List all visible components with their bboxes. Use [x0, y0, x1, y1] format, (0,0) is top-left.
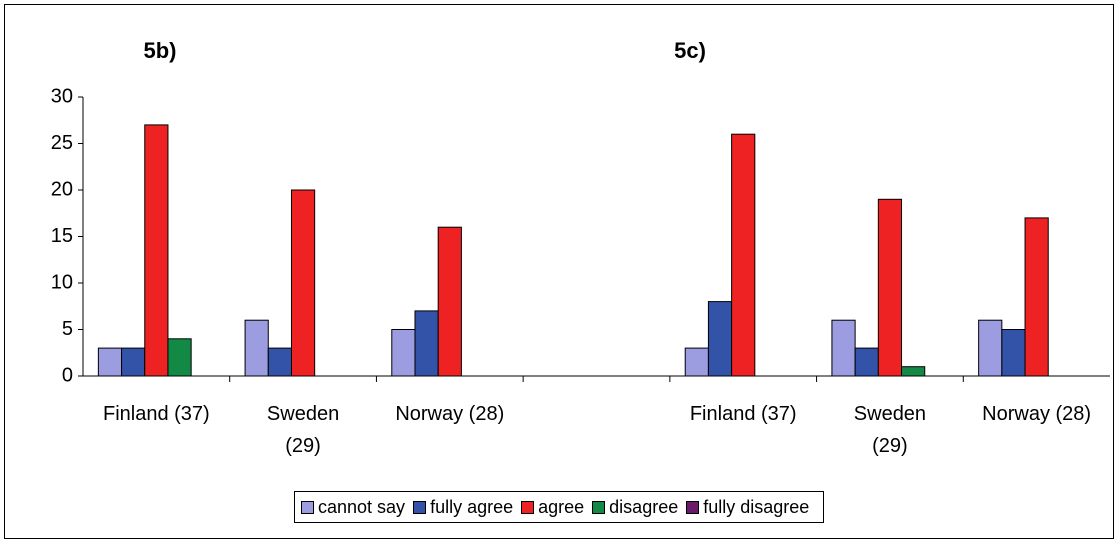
annotation: 5c) — [674, 38, 706, 63]
legend-swatch — [521, 500, 535, 514]
bar — [121, 347, 146, 377]
bar — [877, 198, 903, 377]
legend-item: fully disagree — [686, 497, 809, 518]
bar — [391, 329, 416, 377]
bar — [1001, 329, 1026, 377]
frame — [4, 4, 1114, 539]
bar — [437, 226, 462, 377]
legend-item: fully agree — [413, 497, 513, 518]
bar — [244, 319, 269, 377]
y-tick-label: 25 — [51, 132, 73, 154]
x-tick-label: Norway (28) — [395, 403, 505, 425]
x-tick-label: Finland (37) — [102, 403, 210, 425]
x-tick-label: Sweden (29) — [853, 403, 927, 457]
legend-label: cannot say — [318, 496, 406, 517]
bar — [267, 347, 292, 377]
bar — [854, 347, 879, 377]
legend-label: fully disagree — [703, 496, 810, 517]
y-tick-label: 0 — [62, 364, 73, 386]
legend-item: cannot say — [301, 497, 405, 518]
bar — [684, 347, 709, 377]
bar — [414, 310, 439, 377]
legend-swatch — [592, 500, 606, 514]
bar — [144, 124, 169, 377]
bar — [290, 189, 316, 377]
x-tick-label: Sweden (29) — [266, 403, 340, 457]
bar — [97, 347, 123, 377]
y-tick-label: 5 — [62, 318, 73, 340]
legend-item: disagree — [592, 497, 678, 518]
x-tick-label: Norway (28) — [982, 403, 1092, 425]
y-tick-label: 20 — [51, 178, 73, 200]
x-tick-label: Finland (37) — [689, 403, 797, 425]
annotation: 5b) — [144, 38, 177, 63]
y-tick-label: 30 — [51, 85, 73, 107]
bar — [978, 319, 1003, 377]
bar — [831, 319, 856, 377]
y-tick-label: 15 — [51, 225, 73, 247]
legend-swatch — [301, 500, 314, 514]
bar — [901, 366, 926, 377]
legend-item: agree — [521, 497, 584, 518]
legend-label: fully agree — [430, 496, 514, 517]
legend-swatch — [413, 500, 427, 514]
y-tick-label: 10 — [51, 271, 73, 293]
legend-label: disagree — [609, 496, 679, 517]
legend-swatch — [686, 500, 700, 514]
legend-label: agree — [538, 496, 585, 517]
bar — [707, 301, 733, 377]
bar — [731, 133, 756, 377]
bar — [167, 338, 192, 377]
bar — [1024, 217, 1049, 377]
legend: cannot say fully agree agree disagree fully … — [294, 491, 825, 523]
